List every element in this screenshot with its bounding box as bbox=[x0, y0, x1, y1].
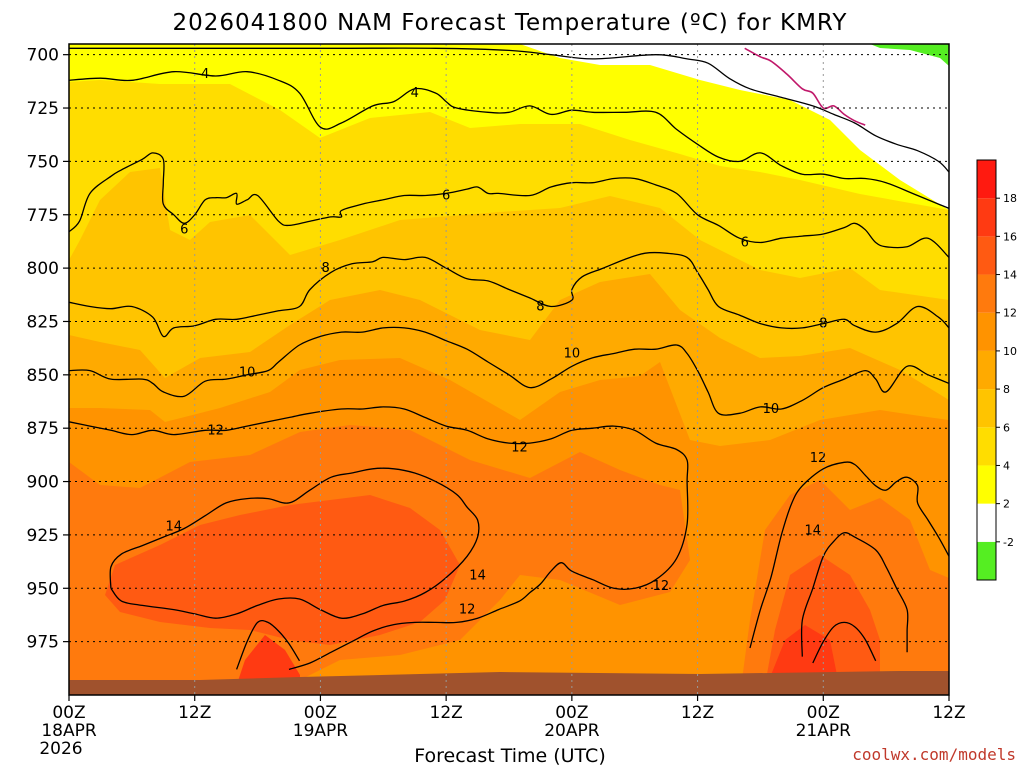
colorbar-swatch bbox=[977, 198, 996, 237]
field-band-green-top bbox=[870, 44, 949, 66]
y-tick-label: 975 bbox=[27, 633, 59, 653]
colorbar-swatch bbox=[977, 503, 996, 542]
colorbar-swatch bbox=[977, 312, 996, 351]
contour-label: 8 bbox=[536, 300, 544, 315]
contour-label: 14 bbox=[805, 524, 822, 539]
colorbar-label: 10 bbox=[1003, 345, 1017, 358]
contour-label: 4 bbox=[411, 86, 419, 101]
colorbar-frame bbox=[976, 159, 997, 581]
contour-line-8 bbox=[69, 251, 949, 338]
isotherm-0-line bbox=[744, 47, 866, 126]
colorbar-swatch bbox=[977, 389, 996, 428]
colorbar-swatch bbox=[977, 427, 996, 466]
chart-title: 2026041800 NAM Forecast Temperature (ºC)… bbox=[173, 10, 848, 36]
contour-label: 6 bbox=[442, 189, 450, 204]
contour-label: 10 bbox=[564, 346, 581, 361]
contour-label: 6 bbox=[180, 223, 188, 238]
x-axis-title: Forecast Time (UTC) bbox=[414, 745, 605, 767]
contour-label: 12 bbox=[810, 451, 827, 466]
x-tick-label: 18APR bbox=[41, 721, 97, 741]
colorbar-label: 18 bbox=[1003, 192, 1017, 205]
colorbar-label: 14 bbox=[1003, 269, 1017, 282]
terrain-ground bbox=[69, 671, 949, 695]
contour-line-14 bbox=[109, 467, 480, 619]
contour-label: 10 bbox=[763, 402, 780, 417]
colorbar-label: -2 bbox=[1003, 536, 1014, 549]
contour-label: 12 bbox=[207, 423, 224, 438]
y-tick-label: 800 bbox=[27, 259, 59, 279]
contour-label: 12 bbox=[459, 603, 476, 618]
contour-line-14 bbox=[800, 532, 909, 657]
contour-label: 10 bbox=[239, 366, 256, 381]
y-tick-label: 700 bbox=[27, 46, 59, 66]
contour-label: 8 bbox=[819, 317, 827, 332]
x-tick-label: 12Z bbox=[178, 703, 211, 723]
colorbar-swatch bbox=[977, 236, 996, 275]
colorbar: -2 2 4 6 8 10 12 14 16 18 bbox=[976, 159, 1017, 581]
contour-label: 12 bbox=[511, 440, 528, 455]
contour-label: 4 bbox=[201, 67, 209, 82]
colorbar-swatch bbox=[977, 541, 996, 580]
field-band-14-16 bbox=[105, 495, 460, 645]
x-tick-label: 00Z bbox=[555, 703, 588, 723]
y-tick-label: 725 bbox=[27, 99, 59, 119]
colorbar-swatch bbox=[977, 350, 996, 390]
contour-label: 14 bbox=[469, 568, 486, 583]
y-axis: 700 725 750 775 800 825 850 875 900 925 950 975 bbox=[27, 46, 69, 653]
y-tick-label: 775 bbox=[27, 206, 59, 226]
contour-labels: 4 4 6 6 6 8 8 8 10 10 10 12 12 12 12 12 14 14 14 bbox=[165, 67, 827, 618]
colorbar-label: 8 bbox=[1003, 383, 1010, 396]
x-tick-label: 19APR bbox=[293, 721, 349, 741]
contour-line-16 bbox=[812, 621, 877, 664]
y-tick-label: 850 bbox=[27, 366, 59, 386]
y-tick-label: 950 bbox=[27, 579, 59, 599]
contour-label: 12 bbox=[653, 579, 670, 594]
x-tick-label: 00Z bbox=[807, 703, 840, 723]
colorbar-label: 6 bbox=[1003, 421, 1010, 434]
colorbar-swatch bbox=[977, 465, 996, 504]
contour-lines bbox=[69, 47, 949, 671]
plot-frame bbox=[68, 43, 950, 696]
x-tick-label: 2026 bbox=[39, 739, 82, 759]
x-tick-label: 12Z bbox=[430, 703, 463, 723]
colorbar-label: 16 bbox=[1003, 230, 1017, 243]
colorbar-swatch bbox=[977, 160, 996, 199]
contour-label: 6 bbox=[741, 236, 749, 251]
y-tick-label: 900 bbox=[27, 473, 59, 493]
contour-label: 14 bbox=[165, 519, 182, 534]
temperature-field bbox=[69, 44, 949, 695]
y-tick-label: 750 bbox=[27, 152, 59, 172]
credit-text: coolwx.com/models bbox=[852, 745, 1016, 764]
contour-line-6 bbox=[69, 152, 949, 258]
x-tick-label: 21APR bbox=[796, 721, 852, 741]
gridlines bbox=[69, 44, 949, 695]
colorbar-swatch bbox=[977, 274, 996, 313]
contour-line-12 bbox=[69, 406, 689, 671]
x-tick-label: 20APR bbox=[544, 721, 600, 741]
colorbar-label: 12 bbox=[1003, 307, 1017, 320]
x-tick-label: 12Z bbox=[932, 703, 965, 723]
y-tick-label: 825 bbox=[27, 312, 59, 332]
contour-line-16 bbox=[235, 619, 301, 670]
colorbar-label: 4 bbox=[1003, 459, 1010, 472]
x-tick-label: 12Z bbox=[681, 703, 714, 723]
contour-line-4 bbox=[69, 71, 949, 209]
y-tick-label: 875 bbox=[27, 419, 59, 439]
field-band-16-18 bbox=[235, 635, 300, 690]
freezing-isotherm bbox=[744, 47, 866, 126]
contour-line-2 bbox=[69, 47, 949, 173]
contour-line-10 bbox=[69, 326, 949, 416]
contour-line-12 bbox=[749, 461, 949, 649]
x-tick-label: 00Z bbox=[52, 703, 85, 723]
field-band-white-top bbox=[520, 44, 949, 210]
x-tick-label: 00Z bbox=[304, 703, 337, 723]
y-tick-label: 925 bbox=[27, 526, 59, 546]
contour-label: 8 bbox=[322, 261, 330, 276]
colorbar-label: 2 bbox=[1003, 498, 1010, 511]
